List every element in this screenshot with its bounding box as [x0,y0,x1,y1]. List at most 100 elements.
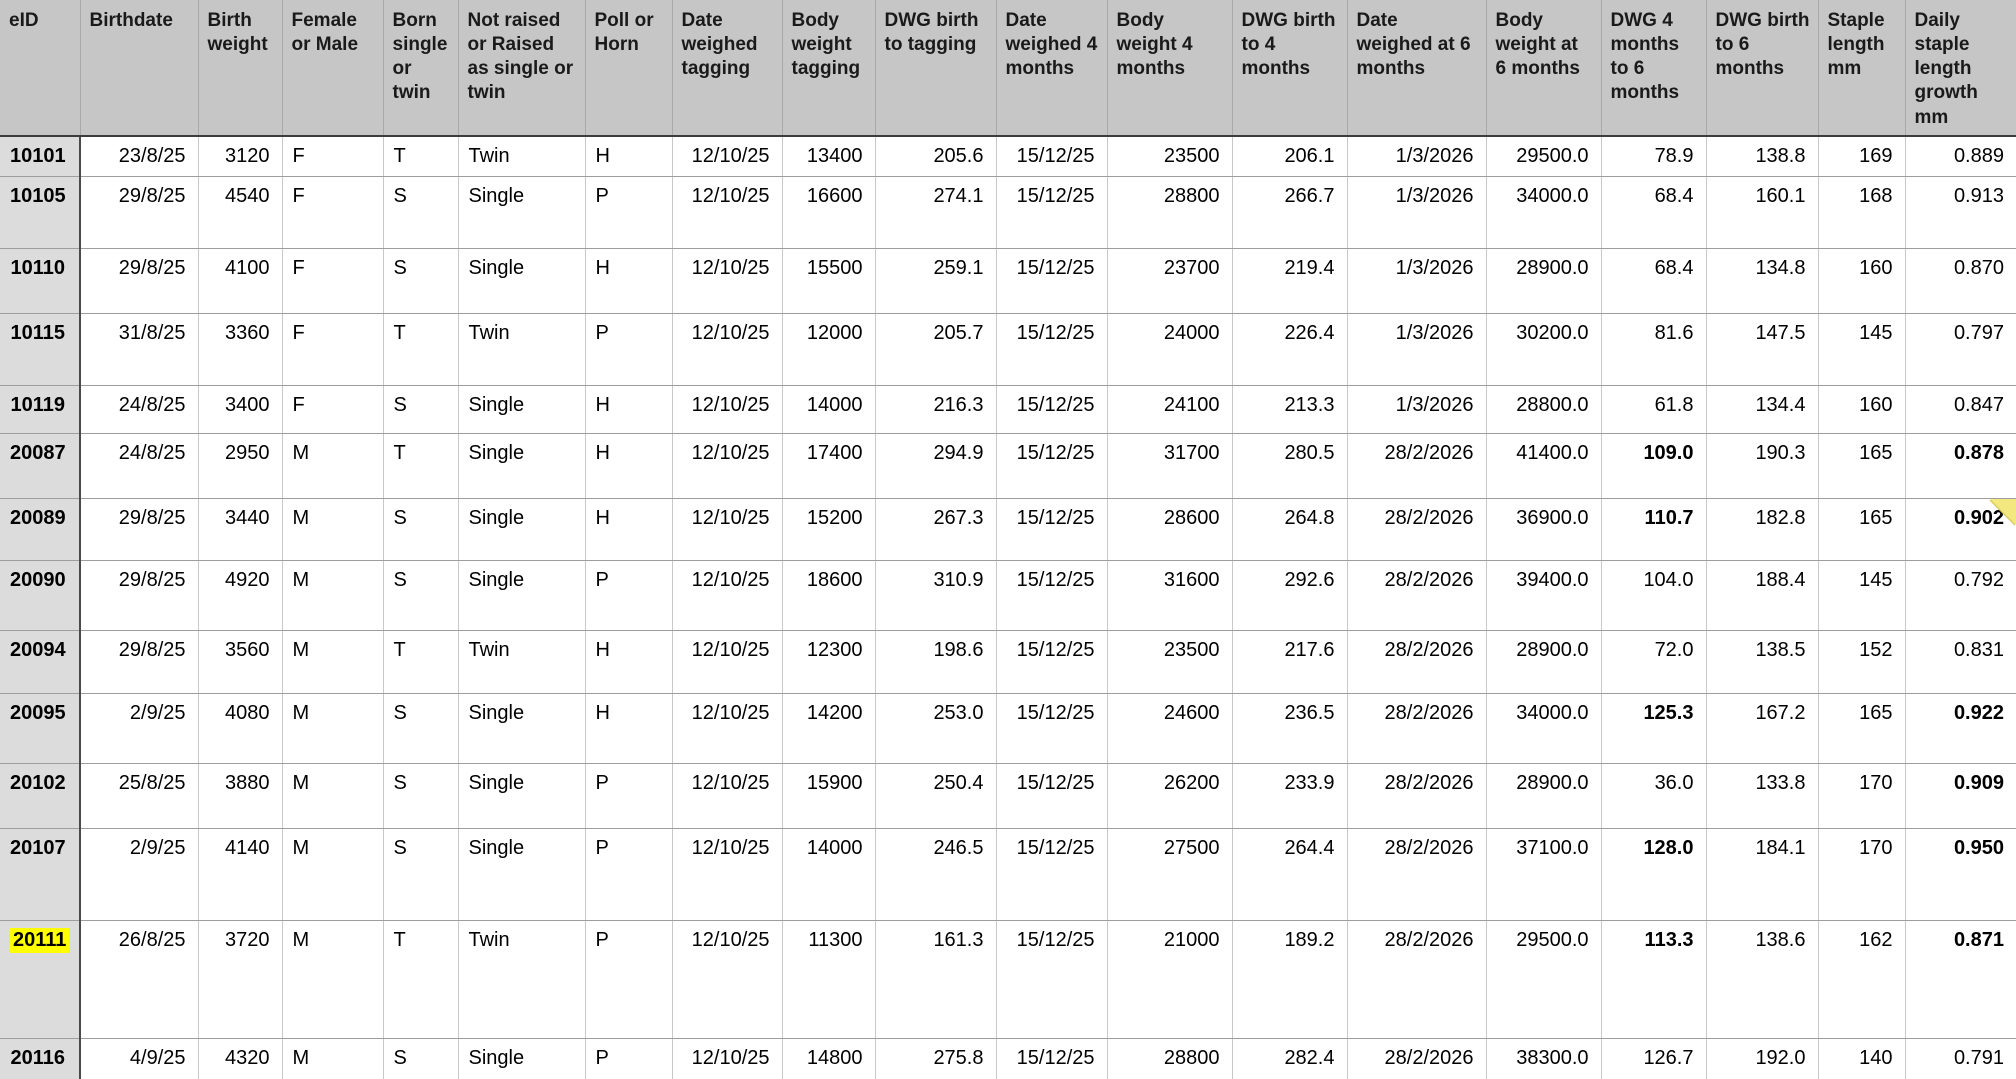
header-cell[interactable]: DWG 4 months to 6 months [1601,0,1707,137]
cell[interactable]: 39400.0 [1486,560,1602,631]
cell[interactable]: 29500.0 [1486,136,1602,177]
cell[interactable]: 61.8 [1601,385,1707,434]
cell[interactable]: 198.6 [875,630,997,694]
cell[interactable]: 213.3 [1232,385,1348,434]
cell[interactable]: F [282,313,384,386]
cell[interactable]: 24/8/25 [80,433,199,499]
cell[interactable]: 113.3 [1601,920,1707,1039]
cell[interactable]: 30200.0 [1486,313,1602,386]
cell[interactable]: 15/12/25 [996,1038,1108,1079]
cell[interactable]: 81.6 [1601,313,1707,386]
cell[interactable]: 0.870 [1905,248,2016,314]
cell[interactable]: 29/8/25 [80,630,199,694]
cell[interactable]: F [282,385,384,434]
cell[interactable]: 12/10/25 [672,763,783,829]
cell[interactable]: 0.791 [1905,1038,2016,1079]
cell[interactable]: 0.792 [1905,560,2016,631]
cell[interactable]: 34000.0 [1486,693,1602,764]
header-cell[interactable]: Daily staple length growth mm [1905,0,2016,137]
cell[interactable]: 24100 [1107,385,1233,434]
cell[interactable]: S [383,693,459,764]
cell[interactable]: Single [458,385,586,434]
cell[interactable]: 0.902 [1905,498,2016,561]
cell[interactable]: 28/2/2026 [1347,1038,1487,1079]
cell[interactable]: T [383,433,459,499]
cell[interactable]: S [383,560,459,631]
cell[interactable]: 3120 [198,136,283,177]
cell[interactable]: 205.6 [875,136,997,177]
header-cell[interactable]: Born single or twin [383,0,459,137]
cell[interactable]: 160 [1818,248,1906,314]
cell[interactable]: 15/12/25 [996,498,1108,561]
cell[interactable]: S [383,828,459,921]
cell[interactable]: 216.3 [875,385,997,434]
cell[interactable]: 15/12/25 [996,385,1108,434]
cell[interactable]: 28800 [1107,176,1233,249]
header-cell[interactable]: Female or Male [282,0,384,137]
cell[interactable]: 280.5 [1232,433,1348,499]
cell[interactable]: 134.8 [1706,248,1819,314]
cell[interactable]: 1/3/2026 [1347,313,1487,386]
cell[interactable]: 17400 [782,433,876,499]
cell[interactable]: 169 [1818,136,1906,177]
cell[interactable]: 0.871 [1905,920,2016,1039]
cell[interactable]: 12/10/25 [672,920,783,1039]
cell[interactable]: 12000 [782,313,876,386]
cell[interactable]: 26200 [1107,763,1233,829]
cell[interactable]: 160 [1818,385,1906,434]
cell[interactable]: S [383,248,459,314]
cell[interactable]: 165 [1818,693,1906,764]
row-id-cell[interactable]: 20107 [0,828,81,921]
cell[interactable]: 12/10/25 [672,385,783,434]
header-cell[interactable]: Not raised or Raised as single or twin [458,0,586,137]
cell[interactable]: 12/10/25 [672,560,783,631]
cell[interactable]: H [585,385,673,434]
cell[interactable]: P [585,313,673,386]
cell[interactable]: 133.8 [1706,763,1819,829]
cell[interactable]: P [585,176,673,249]
cell[interactable]: 168 [1818,176,1906,249]
row-id-cell[interactable]: 20094 [0,630,81,694]
cell[interactable]: 4920 [198,560,283,631]
header-cell[interactable]: Date weighed 4 months [996,0,1108,137]
cell[interactable]: 0.950 [1905,828,2016,921]
header-cell[interactable]: Date weighed at 6 months [1347,0,1487,137]
row-id-cell[interactable]: 10119 [0,385,81,434]
cell[interactable]: M [282,763,384,829]
cell[interactable]: M [282,433,384,499]
cell[interactable]: 37100.0 [1486,828,1602,921]
cell[interactable]: 15/12/25 [996,433,1108,499]
cell[interactable]: P [585,920,673,1039]
cell[interactable]: 14200 [782,693,876,764]
cell[interactable]: 4080 [198,693,283,764]
cell[interactable]: 165 [1818,498,1906,561]
cell[interactable]: 29/8/25 [80,248,199,314]
cell[interactable]: 138.8 [1706,136,1819,177]
header-cell[interactable]: Staple length mm [1818,0,1906,137]
cell[interactable]: S [383,763,459,829]
cell[interactable]: 29/8/25 [80,560,199,631]
cell[interactable]: 12/10/25 [672,828,783,921]
cell[interactable]: 3880 [198,763,283,829]
row-id-cell[interactable]: 20087 [0,433,81,499]
cell[interactable]: 1/3/2026 [1347,176,1487,249]
header-cell[interactable]: Date weighed tagging [672,0,783,137]
cell[interactable]: 274.1 [875,176,997,249]
cell[interactable]: 0.847 [1905,385,2016,434]
header-cell[interactable]: Poll or Horn [585,0,673,137]
cell[interactable]: 2/9/25 [80,828,199,921]
cell[interactable]: 31700 [1107,433,1233,499]
cell[interactable]: 28/2/2026 [1347,763,1487,829]
cell[interactable]: 160.1 [1706,176,1819,249]
cell[interactable]: 4320 [198,1038,283,1079]
cell[interactable]: 0.878 [1905,433,2016,499]
cell[interactable]: M [282,828,384,921]
cell[interactable]: 28/2/2026 [1347,498,1487,561]
cell[interactable]: 24/8/25 [80,385,199,434]
cell[interactable]: Single [458,433,586,499]
cell[interactable]: 253.0 [875,693,997,764]
cell[interactable]: 170 [1818,828,1906,921]
cell[interactable]: Single [458,248,586,314]
cell[interactable]: 275.8 [875,1038,997,1079]
cell[interactable]: H [585,498,673,561]
